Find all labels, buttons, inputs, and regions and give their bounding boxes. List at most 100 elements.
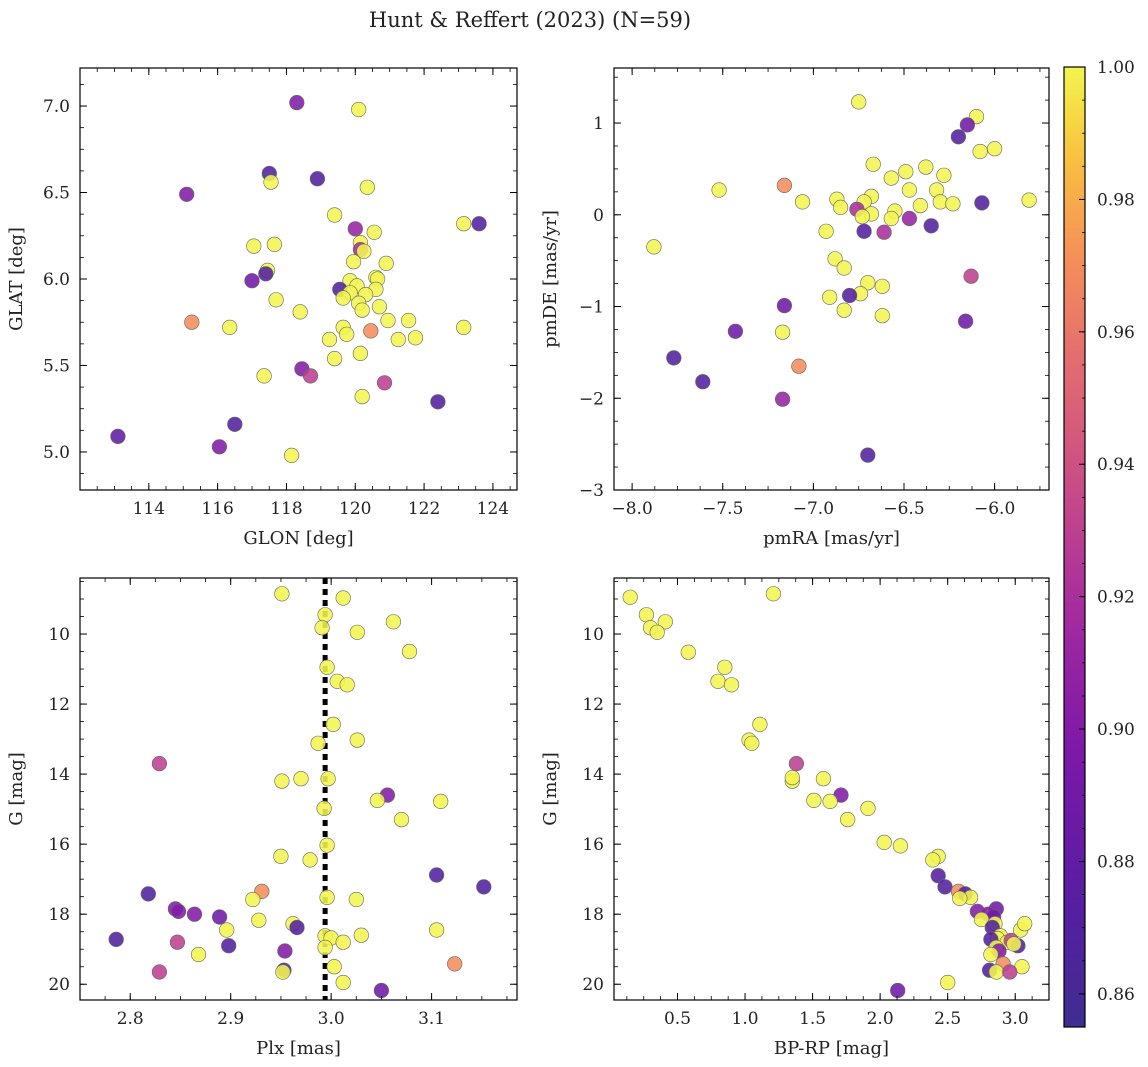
scatter-point	[246, 238, 262, 254]
y-tick-label: 14	[582, 765, 604, 785]
scatter-point	[456, 216, 472, 232]
scatter-point	[251, 912, 267, 928]
ticks: 0.5 1.0 1.5 2.0 2.5 3.0 10 12 14 16 18 20	[582, 578, 1050, 1029]
x-tick-label: 114	[133, 499, 165, 519]
scatter-point	[407, 330, 424, 346]
scatter-point	[695, 374, 711, 390]
y-tick-label: 10	[582, 625, 604, 645]
scatter-point	[429, 922, 445, 938]
scatter-point	[901, 182, 918, 198]
scatter-point	[335, 290, 351, 306]
scatter-point	[258, 266, 274, 282]
scatter-point	[940, 974, 956, 991]
x-tick-label: 2.5	[934, 1009, 961, 1029]
panel-2: −8.0 −7.5 −7.0 −6.5 −6.0 −3 −2 −1 0 1 pmRA [mas/yr…	[540, 67, 1050, 549]
scatter-point	[723, 677, 740, 693]
scatter-point	[923, 218, 939, 234]
scatter-point	[717, 659, 733, 675]
scatter-point	[986, 141, 1003, 157]
scatter-point	[765, 586, 782, 602]
scatter-point	[347, 221, 363, 237]
scatter-point	[710, 673, 726, 689]
scatter-point	[363, 323, 379, 339]
scatter-point	[401, 643, 418, 660]
scatter-point	[366, 224, 382, 240]
scatter-point	[832, 199, 849, 215]
scatter-point	[822, 289, 838, 305]
scatter-point	[860, 275, 876, 291]
scatter-point	[711, 182, 727, 198]
scatter-point	[456, 319, 472, 336]
scatter-point	[898, 164, 914, 180]
y-tick-label: 6.5	[43, 184, 70, 204]
scatter-point	[876, 834, 892, 851]
scatter-point	[289, 94, 305, 111]
scatter-point	[806, 792, 822, 809]
scatter-point	[1017, 916, 1033, 932]
scatter-point	[319, 659, 335, 675]
x-tick-label: 118	[270, 499, 302, 519]
scatter-point	[110, 428, 126, 445]
x-tick-label: −7.5	[702, 499, 743, 519]
scatter-point	[212, 909, 228, 925]
colorbar-gradient	[1063, 66, 1086, 1028]
scatter-point	[151, 964, 167, 980]
scatter-point	[227, 416, 243, 432]
scatter-point	[952, 890, 968, 907]
y-tick-label: −1	[579, 298, 604, 318]
scatter-point	[179, 186, 195, 202]
y-tick-label: 20	[582, 975, 604, 995]
y-tick-label: 7.0	[43, 97, 70, 117]
scatter-point	[190, 946, 207, 963]
scatter-point	[429, 867, 445, 883]
scatter-point	[320, 771, 336, 787]
scatter-point	[657, 614, 673, 630]
scatter-point	[184, 314, 200, 330]
scatter-point	[151, 755, 167, 772]
figure-title: Hunt & Reffert (2023) (N=59)	[369, 8, 691, 32]
y-axis-label: GLAT [deg]	[6, 227, 27, 331]
scatter-point	[335, 934, 351, 950]
scatter-point	[865, 156, 881, 172]
x-axis-label: Plx [mas]	[256, 1038, 341, 1059]
x-tick-label: 1.0	[732, 1009, 759, 1029]
scatter-point	[376, 375, 393, 391]
x-tick-label: 120	[339, 499, 371, 519]
scatter-point	[348, 891, 364, 908]
scatter-point	[1002, 964, 1018, 980]
scatter-point	[918, 159, 934, 175]
y-tick-label: 10	[48, 625, 70, 645]
scatter-point	[275, 964, 291, 980]
colorbar-tick-label: 1.00	[1097, 58, 1135, 78]
scatter-point	[352, 345, 369, 362]
scatter-point	[339, 326, 355, 342]
scatter-point	[447, 956, 463, 972]
x-tick-label: −6.0	[974, 499, 1015, 519]
y-tick-label: 18	[48, 905, 70, 925]
scatter-point	[752, 716, 768, 733]
scatter-point	[936, 167, 952, 183]
plot-frame	[613, 577, 1050, 1001]
scatter-point	[776, 298, 793, 314]
y-tick-label: −2	[579, 389, 604, 409]
y-tick-label: 12	[582, 695, 604, 715]
scatter-point	[354, 389, 370, 405]
ticks: 114 116 118 120 122 124 5.0 5.5 6.0 6.5 7.0	[43, 68, 517, 519]
scatter-point	[266, 236, 283, 252]
scatter-point	[883, 210, 899, 227]
scatter-point	[471, 216, 487, 232]
scatter-point	[356, 243, 372, 259]
scatter-point	[327, 207, 343, 223]
y-tick-label: 16	[582, 835, 604, 855]
scatter-point	[957, 313, 974, 329]
scatter-point	[354, 302, 370, 318]
scatter-point	[353, 927, 369, 943]
scatter-point	[309, 171, 326, 187]
colorbar-tick-label: 0.90	[1097, 720, 1135, 740]
scatter-point	[972, 143, 988, 160]
colorbar-tick-label: 0.98	[1097, 190, 1135, 210]
scatter-point	[169, 934, 185, 950]
y-tick-label: 6.0	[43, 270, 70, 290]
